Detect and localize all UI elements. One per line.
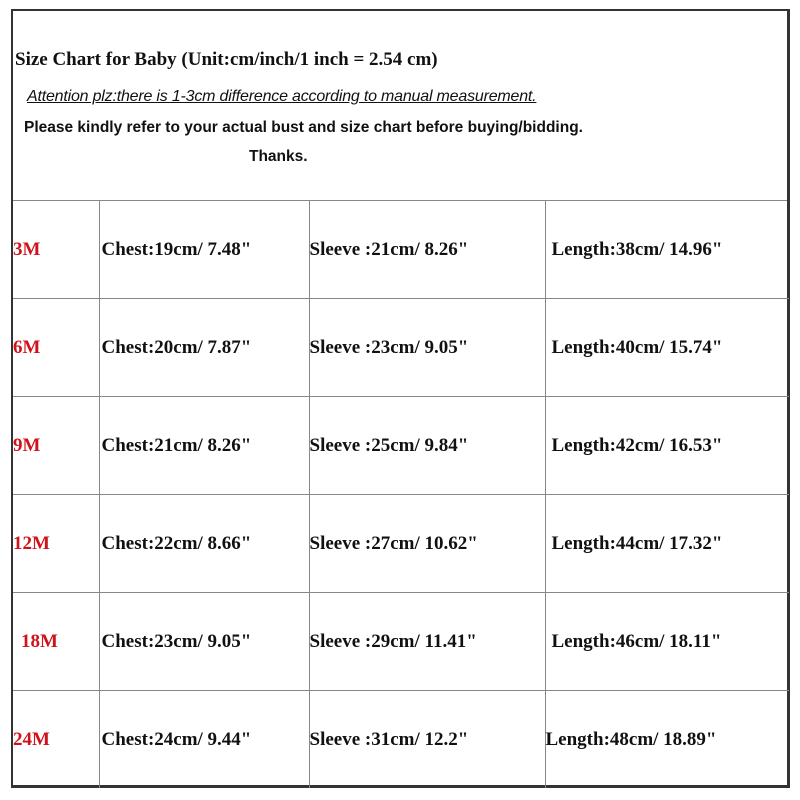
sleeve-cell: Sleeve :23cm/ 9.05" xyxy=(308,298,546,397)
sleeve-cell: Sleeve :31cm/ 12.2" xyxy=(308,690,546,788)
size-label: 9M xyxy=(13,396,100,495)
chest-cell: Chest:20cm/ 7.87" xyxy=(98,298,310,397)
sleeve-cell: Sleeve :29cm/ 11.41" xyxy=(308,592,546,691)
size-label: 12M xyxy=(13,494,100,593)
size-label: 24M xyxy=(13,690,100,788)
table-row: 12M Chest:22cm/ 8.66" Sleeve :27cm/ 10.6… xyxy=(13,494,789,593)
attention-note: Attention plz:there is 1-3cm difference … xyxy=(27,88,537,105)
size-table: 3M Chest:19cm/ 7.48" Sleeve :21cm/ 8.26"… xyxy=(13,201,789,788)
sleeve-cell: Sleeve :21cm/ 8.26" xyxy=(308,201,546,299)
table-row: 18M Chest:23cm/ 9.05" Sleeve :29cm/ 11.4… xyxy=(13,592,789,691)
table-row: 24M Chest:24cm/ 9.44" Sleeve :31cm/ 12.2… xyxy=(13,690,789,788)
table-row: 6M Chest:20cm/ 7.87" Sleeve :23cm/ 9.05"… xyxy=(13,298,789,397)
chest-cell: Chest:19cm/ 7.48" xyxy=(98,201,310,299)
length-cell: Length:46cm/ 18.11" xyxy=(544,592,789,691)
length-cell: Length:44cm/ 17.32" xyxy=(544,494,789,593)
size-label: 6M xyxy=(13,298,100,397)
size-chart: Size Chart for Baby (Unit:cm/inch/1 inch… xyxy=(11,9,790,788)
sleeve-cell: Sleeve :25cm/ 9.84" xyxy=(308,396,546,495)
instruction-note: Please kindly refer to your actual bust … xyxy=(24,119,583,136)
length-cell: Length:42cm/ 16.53" xyxy=(544,396,789,495)
chest-cell: Chest:22cm/ 8.66" xyxy=(98,494,310,593)
length-cell: Length:40cm/ 15.74" xyxy=(544,298,789,397)
size-label: 3M xyxy=(13,201,100,299)
table-row: 3M Chest:19cm/ 7.48" Sleeve :21cm/ 8.26"… xyxy=(13,201,789,299)
table-row: 9M Chest:21cm/ 8.26" Sleeve :25cm/ 9.84"… xyxy=(13,396,789,495)
sleeve-cell: Sleeve :27cm/ 10.62" xyxy=(308,494,546,593)
length-cell: Length:38cm/ 14.96" xyxy=(544,201,789,299)
chest-cell: Chest:23cm/ 9.05" xyxy=(98,592,310,691)
size-label: 18M xyxy=(13,592,100,691)
size-chart-header: Size Chart for Baby (Unit:cm/inch/1 inch… xyxy=(13,11,787,201)
thanks-note: Thanks. xyxy=(249,148,308,165)
chest-cell: Chest:24cm/ 9.44" xyxy=(98,690,310,788)
chest-cell: Chest:21cm/ 8.26" xyxy=(98,396,310,495)
chart-title: Size Chart for Baby (Unit:cm/inch/1 inch… xyxy=(15,49,438,70)
length-cell: Length:48cm/ 18.89" xyxy=(544,690,789,788)
